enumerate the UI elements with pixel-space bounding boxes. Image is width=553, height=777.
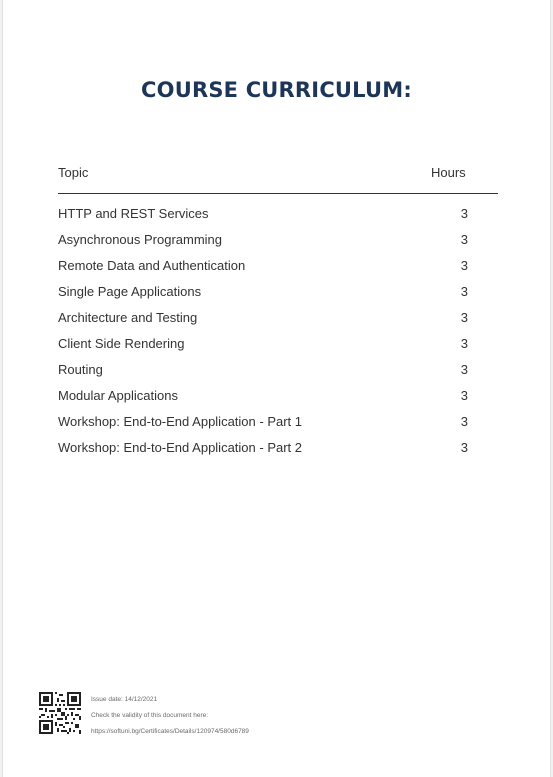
row-topic: Client Side Rendering — [58, 336, 185, 351]
validity-text: Check the validity of this document here… — [91, 712, 209, 719]
table-row: Architecture and Testing 3 — [58, 309, 478, 335]
row-hours: 3 — [460, 362, 468, 377]
row-hours: 3 — [460, 336, 468, 351]
table-row: Workshop: End-to-End Application - Part … — [58, 413, 478, 439]
page-title: COURSE CURRICULUM: — [141, 78, 412, 102]
row-topic: Routing — [58, 362, 103, 377]
row-hours: 3 — [460, 258, 468, 273]
header-divider — [58, 193, 498, 194]
row-topic: Workshop: End-to-End Application - Part … — [58, 414, 302, 429]
table-row: Asynchronous Programming 3 — [58, 231, 478, 257]
row-hours: 3 — [460, 232, 468, 247]
table-row: Workshop: End-to-End Application - Part … — [58, 439, 478, 465]
validity-link[interactable]: https://softuni.bg/Certificates/Details/… — [91, 728, 249, 735]
row-hours: 3 — [460, 440, 468, 455]
row-topic: Asynchronous Programming — [58, 232, 223, 247]
curriculum-table: HTTP and REST Services 3 Asynchronous Pr… — [58, 205, 478, 465]
row-hours: 3 — [460, 388, 468, 403]
row-hours: 3 — [460, 284, 468, 299]
table-row: Remote Data and Authentication 3 — [58, 257, 478, 283]
column-header-hours: Hours — [431, 165, 466, 180]
row-topic: Architecture and Testing — [58, 310, 198, 325]
row-topic: Remote Data and Authentication — [58, 258, 246, 273]
row-topic: Modular Applications — [58, 388, 178, 403]
row-hours: 3 — [460, 310, 468, 325]
row-topic: HTTP and REST Services — [58, 206, 209, 221]
row-topic: Workshop: End-to-End Application - Part … — [58, 440, 302, 455]
row-hours: 3 — [460, 206, 468, 221]
row-hours: 3 — [460, 414, 468, 429]
table-row: Modular Applications 3 — [58, 387, 478, 413]
table-row: HTTP and REST Services 3 — [58, 205, 478, 231]
row-topic: Single Page Applications — [58, 284, 202, 299]
table-row: Single Page Applications 3 — [58, 283, 478, 309]
issue-date: Issue date: 14/12/2021 — [91, 696, 158, 703]
column-header-topic: Topic — [58, 165, 89, 180]
table-row: Client Side Rendering 3 — [58, 335, 478, 361]
table-row: Routing 3 — [58, 361, 478, 387]
qr-code-icon[interactable] — [39, 692, 81, 734]
